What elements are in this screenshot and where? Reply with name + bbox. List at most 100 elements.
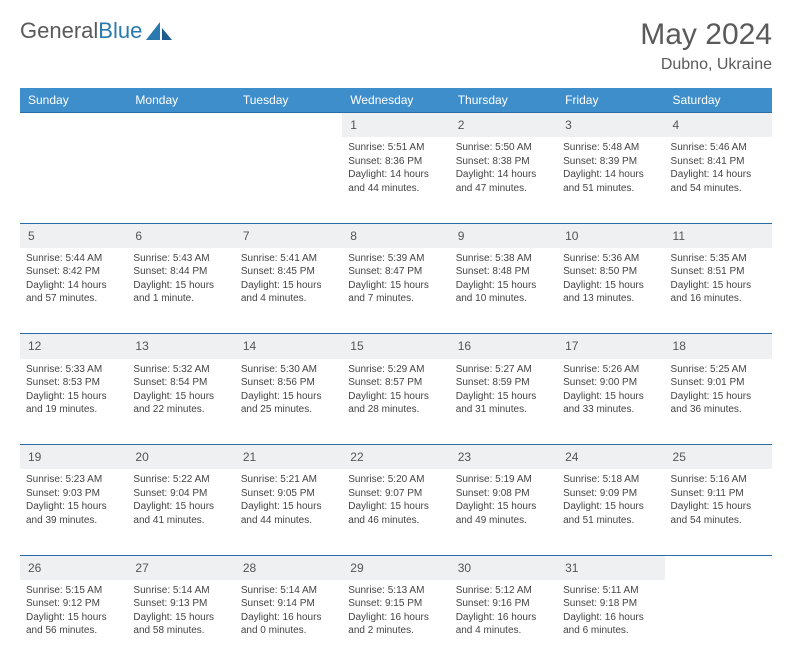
daylight-text: Daylight: 15 hours and 31 minutes. (456, 390, 551, 417)
daylight-text: Daylight: 14 hours and 51 minutes. (563, 168, 658, 195)
day-info-cell: Sunrise: 5:38 AMSunset: 8:48 PMDaylight:… (450, 248, 557, 334)
day-info-cell: Sunrise: 5:48 AMSunset: 8:39 PMDaylight:… (557, 137, 664, 223)
sunset-text: Sunset: 8:47 PM (348, 265, 443, 279)
daylight-text: Daylight: 15 hours and 7 minutes. (348, 279, 443, 306)
sunset-text: Sunset: 8:39 PM (563, 155, 658, 169)
sunset-text: Sunset: 8:44 PM (133, 265, 228, 279)
calendar-body: 1234 Sunrise: 5:51 AMSunset: 8:36 PM Dayli… (20, 113, 772, 666)
day-number-row: 1234 (20, 113, 772, 138)
daylight-text: Daylight: 15 hours and 46 minutes. (348, 500, 443, 527)
day-number-cell: 17 (557, 334, 664, 359)
day-info-cell (665, 580, 772, 666)
daylight-text: Daylight: 14 hours and 57 minutes. (26, 279, 121, 306)
sunset-text: Sunset: 9:03 PM (26, 487, 121, 501)
header: GeneralBlue May 2024 Dubno, Ukraine (20, 18, 772, 74)
day-number-cell: 31 (557, 555, 664, 580)
sunset-text: Sunset: 9:16 PM (456, 597, 551, 611)
sunrise-text: Sunrise: 5:26 AM (563, 363, 658, 377)
day-number-cell: 20 (127, 445, 234, 470)
day-number-cell: 18 (665, 334, 772, 359)
day-number-cell: 14 (235, 334, 342, 359)
sunrise-text: Sunrise: 5:18 AM (563, 473, 658, 487)
weekday-row: SundayMondayTuesdayWednesdayThursdayFrid… (20, 88, 772, 113)
day-info-cell: Sunrise: 5:12 AMSunset: 9:16 PMDaylight:… (450, 580, 557, 666)
daylight-text: Daylight: 15 hours and 56 minutes. (26, 611, 121, 638)
day-info-cell: Sunrise: 5:20 AMSunset: 9:07 PMDaylight:… (342, 469, 449, 555)
day-number-row: 12131415161718 (20, 334, 772, 359)
day-info-cell: Sunrise: 5:36 AMSunset: 8:50 PMDaylight:… (557, 248, 664, 334)
sunrise-text: Sunrise: 5:14 AM (241, 584, 336, 598)
day-info-cell: Sunrise: 5:30 AMSunset: 8:56 PMDaylight:… (235, 359, 342, 445)
sunrise-text: Sunrise: 5:38 AM (456, 252, 551, 266)
weekday-header: Wednesday (342, 88, 449, 113)
sunset-text: Sunset: 9:05 PM (241, 487, 336, 501)
weekday-header: Friday (557, 88, 664, 113)
day-number-cell: 22 (342, 445, 449, 470)
weekday-header: Thursday (450, 88, 557, 113)
sunrise-text: Sunrise: 5:23 AM (26, 473, 121, 487)
day-number-cell: 10 (557, 223, 664, 248)
sunrise-text: Sunrise: 5:50 AM (456, 141, 551, 155)
day-info-cell: Sunrise: 5:33 AMSunset: 8:53 PMDaylight:… (20, 359, 127, 445)
day-number-cell: 2 (450, 113, 557, 138)
logo: GeneralBlue (20, 18, 172, 44)
day-info-row: Sunrise: 5:51 AMSunset: 8:36 PM Daylight:… (20, 137, 772, 223)
sunset-text: Sunset: 9:07 PM (348, 487, 443, 501)
sunrise-text: Sunrise: 5:14 AM (133, 584, 228, 598)
sunrise-text: Sunrise: 5:51 AM (348, 141, 443, 155)
daylight-text: Daylight: 15 hours and 4 minutes. (241, 279, 336, 306)
day-number-row: 567891011 (20, 223, 772, 248)
daylight-text: Daylight: 15 hours and 49 minutes. (456, 500, 551, 527)
sunrise-text: Sunrise: 5:44 AM (26, 252, 121, 266)
sunset-text: Sunset: 9:00 PM (563, 376, 658, 390)
day-info-cell (20, 137, 127, 223)
calendar-head: SundayMondayTuesdayWednesdayThursdayFrid… (20, 88, 772, 113)
sunset-text: Sunset: 9:11 PM (671, 487, 766, 501)
sunrise-text: Sunrise: 5:15 AM (26, 584, 121, 598)
day-info-cell: Sunrise: 5:43 AMSunset: 8:44 PMDaylight:… (127, 248, 234, 334)
day-info-cell: Sunrise: 5:39 AMSunset: 8:47 PMDaylight:… (342, 248, 449, 334)
sunrise-text: Sunrise: 5:39 AM (348, 252, 443, 266)
daylight-text: Daylight: 15 hours and 10 minutes. (456, 279, 551, 306)
day-number-cell: 27 (127, 555, 234, 580)
day-number-cell: 5 (20, 223, 127, 248)
day-number-cell: 26 (20, 555, 127, 580)
day-info-cell: Sunrise: 5:13 AMSunset: 9:15 PMDaylight:… (342, 580, 449, 666)
day-number-row: 19202122232425 (20, 445, 772, 470)
daylight-text: Daylight: 15 hours and 39 minutes. (26, 500, 121, 527)
daylight-text: Daylight: 14 hours and 47 minutes. (456, 168, 551, 195)
sunset-text: Sunset: 8:56 PM (241, 376, 336, 390)
day-info-cell: Sunrise: 5:32 AMSunset: 8:54 PMDaylight:… (127, 359, 234, 445)
day-info-row: Sunrise: 5:44 AMSunset: 8:42 PMDaylight:… (20, 248, 772, 334)
location: Dubno, Ukraine (640, 56, 772, 74)
sunset-text: Sunset: 8:54 PM (133, 376, 228, 390)
day-number-cell (20, 113, 127, 138)
sunset-text: Sunset: 9:01 PM (671, 376, 766, 390)
weekday-header: Monday (127, 88, 234, 113)
sunset-text: Sunset: 9:09 PM (563, 487, 658, 501)
sunset-text: Sunset: 8:50 PM (563, 265, 658, 279)
day-number-cell (665, 555, 772, 580)
daylight-text: Daylight: 15 hours and 28 minutes. (348, 390, 443, 417)
daylight-text: Daylight: 15 hours and 16 minutes. (671, 279, 766, 306)
day-info-row: Sunrise: 5:33 AMSunset: 8:53 PMDaylight:… (20, 359, 772, 445)
sunset-text: Sunset: 8:42 PM (26, 265, 121, 279)
day-number-cell: 4 (665, 113, 772, 138)
daylight-text: Daylight: 16 hours and 0 minutes. (241, 611, 336, 638)
daylight-text: Daylight: 15 hours and 41 minutes. (133, 500, 228, 527)
day-info-cell: Sunrise: 5:21 AMSunset: 9:05 PMDaylight:… (235, 469, 342, 555)
sunrise-text: Sunrise: 5:30 AM (241, 363, 336, 377)
day-info-cell: Sunrise: 5:46 AMSunset: 8:41 PMDaylight:… (665, 137, 772, 223)
sunset-text: Sunset: 8:59 PM (456, 376, 551, 390)
sunset-text: Sunset: 9:18 PM (563, 597, 658, 611)
sunset-text: Sunset: 8:57 PM (348, 376, 443, 390)
daylight-text: Daylight: 15 hours and 36 minutes. (671, 390, 766, 417)
day-info-cell: Sunrise: 5:15 AMSunset: 9:12 PMDaylight:… (20, 580, 127, 666)
sunset-text: Sunset: 8:36 PM (348, 155, 443, 169)
sunrise-text: Sunrise: 5:22 AM (133, 473, 228, 487)
daylight-text: Daylight: 15 hours and 1 minute. (133, 279, 228, 306)
day-number-cell: 6 (127, 223, 234, 248)
day-number-cell: 21 (235, 445, 342, 470)
day-info-cell: Sunrise: 5:19 AMSunset: 9:08 PMDaylight:… (450, 469, 557, 555)
daylight-text: Daylight: 15 hours and 13 minutes. (563, 279, 658, 306)
